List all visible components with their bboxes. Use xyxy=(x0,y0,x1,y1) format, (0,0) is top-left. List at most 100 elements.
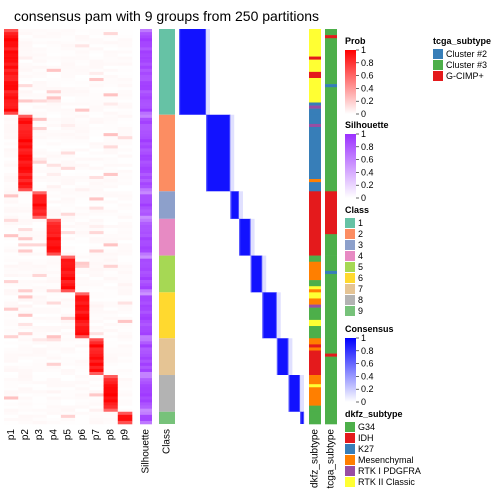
prob-cell xyxy=(46,396,62,400)
prob-column-label: p4 xyxy=(48,429,59,441)
prob-cell xyxy=(75,200,90,204)
prob-cell xyxy=(103,114,119,119)
prob-cell xyxy=(4,117,19,122)
prob-cell xyxy=(117,38,133,42)
silhouette-cell xyxy=(140,326,152,330)
silhouette-cell xyxy=(140,35,152,39)
prob-cell xyxy=(18,194,33,198)
prob-cell xyxy=(46,62,62,67)
prob-cell xyxy=(117,62,133,67)
prob-column-label: p3 xyxy=(34,429,45,441)
prob-cell xyxy=(46,38,62,42)
prob-cell xyxy=(103,136,119,140)
prob-cell xyxy=(117,44,133,48)
prob-cell xyxy=(75,145,90,149)
prob-cell xyxy=(46,387,62,391)
tcga-subtype-block xyxy=(325,292,337,339)
silhouette-cell xyxy=(140,157,152,161)
prob-cell xyxy=(103,139,119,143)
prob-cell xyxy=(89,126,104,131)
prob-cell xyxy=(18,411,33,416)
prob-cell xyxy=(89,68,104,73)
prob-cell xyxy=(60,304,76,308)
prob-cell xyxy=(18,77,33,82)
prob-cell xyxy=(117,87,133,91)
prob-cell xyxy=(46,231,62,235)
prob-cell xyxy=(60,371,76,376)
silhouette-cell xyxy=(140,286,152,290)
prob-cell xyxy=(32,283,47,287)
silhouette-cell xyxy=(140,350,152,354)
legend-item-label: 1 xyxy=(358,218,363,228)
prob-cell xyxy=(117,29,133,33)
prob-cell xyxy=(75,175,90,180)
prob-cell xyxy=(46,255,62,259)
prob-cell xyxy=(103,102,119,106)
consensus-spill xyxy=(276,292,281,339)
prob-cell xyxy=(18,252,33,256)
prob-cell xyxy=(32,375,47,379)
legend-item-label: Cluster #2 xyxy=(446,49,487,59)
dkfz-subtype-block xyxy=(309,261,321,281)
prob-cell xyxy=(60,221,76,226)
prob-cell xyxy=(60,96,76,100)
prob-cell xyxy=(75,182,90,186)
prob-cell xyxy=(18,59,33,63)
prob-cell xyxy=(32,133,47,137)
silhouette-cell xyxy=(140,261,152,266)
prob-cell xyxy=(4,414,19,419)
prob-cell xyxy=(32,62,47,67)
prob-cell xyxy=(46,191,62,195)
prob-cell xyxy=(18,84,33,88)
prob-cell xyxy=(103,390,119,394)
prob-cell xyxy=(117,50,133,54)
prob-cell xyxy=(103,194,119,198)
silhouette-cell xyxy=(140,387,152,391)
consensus-spill xyxy=(206,29,211,115)
prob-cell xyxy=(117,111,133,116)
silhouette-cell xyxy=(140,295,152,299)
prob-cell xyxy=(4,206,19,210)
dkfz-subtype-block xyxy=(309,304,321,308)
prob-cell xyxy=(103,172,119,177)
prob-cell xyxy=(60,169,76,174)
prob-cell xyxy=(4,273,19,278)
prob-cell xyxy=(4,304,19,308)
prob-cell xyxy=(103,62,119,67)
prob-cell xyxy=(60,310,76,315)
prob-cell xyxy=(18,130,33,134)
dkfz-subtype-block xyxy=(309,126,321,180)
prob-cell xyxy=(117,371,133,376)
prob-cell xyxy=(89,396,104,400)
prob-cell xyxy=(75,179,90,183)
silhouette-cell xyxy=(140,381,152,385)
prob-cell xyxy=(103,74,119,79)
consensus-heatmap xyxy=(179,29,305,424)
prob-cell xyxy=(117,252,133,256)
prob-cell xyxy=(117,221,133,226)
prob-cell xyxy=(89,417,104,422)
prob-cell xyxy=(117,316,133,321)
silhouette-cell xyxy=(140,203,152,207)
prob-cell xyxy=(60,228,76,232)
prob-cell xyxy=(32,381,47,385)
prob-cell xyxy=(18,310,33,315)
prob-cell xyxy=(4,332,19,336)
prob-cell xyxy=(46,329,62,333)
prob-cell xyxy=(117,136,133,140)
prob-cell xyxy=(32,267,47,272)
prob-cell xyxy=(18,209,33,214)
prob-cell xyxy=(4,365,19,370)
prob-cell xyxy=(18,133,33,137)
probability-heatmap xyxy=(4,29,133,425)
prob-cell xyxy=(4,356,19,360)
prob-cell xyxy=(46,335,62,339)
prob-cell xyxy=(117,420,133,425)
prob-column-label: p7 xyxy=(91,429,102,441)
prob-cell xyxy=(89,53,104,57)
prob-cell xyxy=(18,154,33,158)
prob-cell xyxy=(32,117,47,122)
legend-swatch xyxy=(345,295,355,305)
prob-cell xyxy=(4,267,19,272)
prob-cell xyxy=(117,215,133,220)
